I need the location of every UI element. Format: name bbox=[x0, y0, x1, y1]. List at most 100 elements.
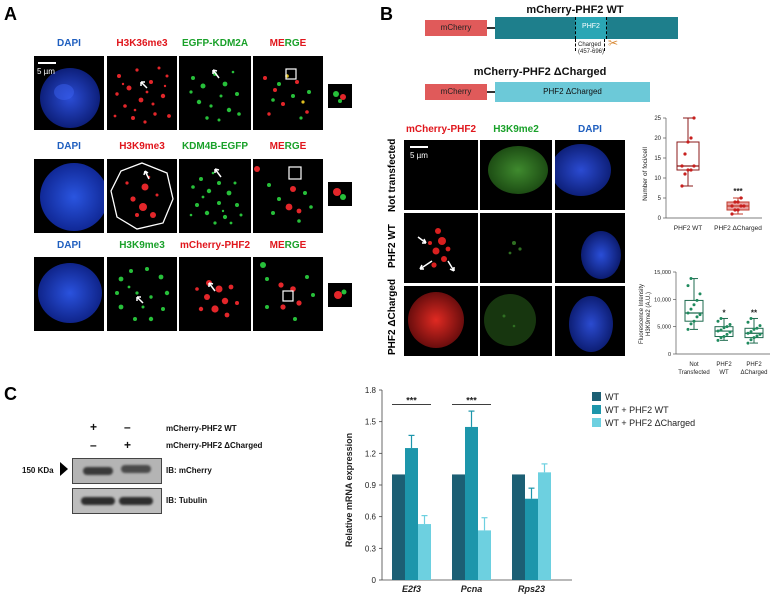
plot2-xlabel-1b: Transfected bbox=[678, 370, 709, 376]
legend-swatch bbox=[592, 405, 601, 414]
plot2-point bbox=[695, 315, 699, 319]
plot2-point bbox=[686, 284, 690, 288]
bar-sig: *** bbox=[406, 396, 417, 406]
plot2-point bbox=[695, 298, 699, 302]
box-plot-intensity: Fluorescence Intensity H3K9me2 (A.U.) 0 5… bbox=[639, 270, 770, 376]
a-r2-h4: MERGE bbox=[269, 141, 307, 152]
construct-wt-mcherry: mCherry bbox=[425, 20, 487, 36]
bar bbox=[418, 524, 431, 580]
plot1-ytick-label: 25 bbox=[654, 116, 661, 122]
b-r1-mcherry bbox=[404, 140, 478, 210]
plot1-point bbox=[730, 212, 734, 216]
a-r3-h2: H3K9me3 bbox=[119, 240, 165, 251]
plot1-point bbox=[739, 204, 743, 208]
plot2-point bbox=[755, 334, 759, 338]
wb-r1-minus: – bbox=[124, 420, 131, 434]
plot2-point bbox=[689, 322, 693, 326]
a-r3-h1: DAPI bbox=[57, 240, 81, 251]
construct-wt-linker bbox=[487, 27, 495, 29]
construct-wt-mcherry-label: mCherry bbox=[440, 23, 472, 32]
blot-tubulin-band-1 bbox=[81, 497, 115, 505]
blot-mcherry-band-2 bbox=[121, 465, 151, 473]
plot1-ytick-label: 20 bbox=[654, 136, 661, 142]
bar-ytick-label: 1.5 bbox=[365, 418, 377, 427]
a-r3-dapi bbox=[34, 257, 104, 331]
wb-marker: 150 KDa bbox=[22, 466, 54, 475]
plot1-point bbox=[733, 200, 737, 204]
plot2-point bbox=[692, 319, 696, 323]
a-r3-h3: mCherry-PHF2 bbox=[179, 240, 251, 251]
bar bbox=[405, 448, 418, 580]
a-r2-kdm4b bbox=[179, 159, 251, 233]
a-r1-h3k36 bbox=[107, 56, 177, 130]
panel-b-letter: B bbox=[380, 4, 393, 24]
plot1-point bbox=[683, 172, 687, 176]
plot2-point bbox=[746, 331, 750, 335]
a-r1-kdm2a bbox=[179, 56, 251, 130]
b-col-h2: H3K9me2 bbox=[493, 124, 539, 135]
bar-category-label: Pcna bbox=[461, 584, 483, 594]
plot1-point bbox=[683, 152, 687, 156]
plot2-ytick-label: 0 bbox=[668, 352, 671, 358]
construct-dc-linker bbox=[487, 91, 495, 93]
plot2-point bbox=[725, 325, 729, 329]
plot2-ytick-label: 10,000 bbox=[654, 297, 671, 303]
box-plot-foci: Number of foci/cell 0 5 10 15 20 25 *** PHF2 … bbox=[642, 116, 762, 232]
a-r1-dapi bbox=[34, 56, 104, 130]
a-scale-bar bbox=[38, 62, 56, 64]
wb-r2-minus: – bbox=[90, 438, 97, 452]
plot2-point bbox=[752, 327, 756, 331]
blot-mcherry-label: IB: mCherry bbox=[166, 466, 212, 475]
a-r1-h4: MERGE bbox=[269, 38, 307, 49]
bar-ytick-label: 1.2 bbox=[365, 449, 377, 458]
wb-r1-label: mCherry-PHF2 WT bbox=[166, 424, 237, 433]
b-r1-h3k9me2 bbox=[480, 140, 552, 210]
bar-ytick-label: 0.3 bbox=[365, 544, 377, 553]
a-r1-h2: H3K36me3 bbox=[116, 38, 168, 49]
b-r2-h3k9me2 bbox=[480, 213, 552, 283]
b-row-label-2: PHF2 WT bbox=[387, 224, 398, 268]
red-speckle-art bbox=[113, 66, 171, 124]
plot2-point bbox=[719, 336, 723, 340]
plot2-point bbox=[752, 336, 756, 340]
bar-ylabel: Relative mRNA expression bbox=[344, 433, 354, 547]
b-r3-h3k9me2 bbox=[480, 286, 552, 356]
legend-label: WT + PHF2 ΔCharged bbox=[605, 418, 695, 428]
bar bbox=[392, 474, 405, 580]
bar-sig: *** bbox=[466, 396, 477, 406]
plot2-point bbox=[689, 307, 693, 311]
plot2-point bbox=[716, 319, 720, 323]
bar-category-label: Rps23 bbox=[518, 584, 545, 594]
bar bbox=[478, 530, 491, 580]
bar bbox=[465, 426, 478, 580]
b-col-h1: mCherry-PHF2 bbox=[405, 124, 477, 135]
a-r2-h2: H3K9me3 bbox=[119, 141, 165, 152]
plot1-point bbox=[689, 168, 693, 172]
plot2-point bbox=[728, 330, 732, 334]
plot2-point bbox=[725, 332, 729, 336]
a-r1-merge bbox=[253, 56, 323, 130]
bar-chart-mrna: Relative mRNA expression 0 0.3 0.6 0.9 1.2 1.… bbox=[344, 386, 695, 594]
b-scale-text: 5 µm bbox=[410, 151, 428, 160]
marker-arrow-icon bbox=[60, 462, 68, 476]
plot1-point bbox=[733, 208, 737, 212]
bar bbox=[452, 474, 465, 580]
plot2-xlabel-3a: PHF2 bbox=[746, 362, 762, 368]
plot2-point bbox=[755, 326, 759, 330]
bar bbox=[512, 474, 525, 580]
plot2-point bbox=[686, 311, 690, 315]
wb-r1-plus: + bbox=[90, 420, 98, 434]
charged-dashline-right bbox=[604, 39, 605, 51]
plot2-ytick-label: 5,000 bbox=[657, 325, 671, 331]
panel-a-letter: A bbox=[4, 4, 17, 24]
a-r2-dapi bbox=[34, 159, 104, 233]
charged-label: Charged bbox=[578, 42, 602, 48]
plot2-point bbox=[692, 303, 696, 307]
bar-category-label: E2f3 bbox=[402, 584, 421, 594]
legend-swatch bbox=[592, 392, 601, 401]
plot1-point bbox=[736, 208, 740, 212]
plot2-ylabel-1: Fluorescence Intensity bbox=[639, 284, 645, 344]
charged-range: (457-696) bbox=[578, 49, 605, 55]
plot2-xlabel-1a: Not bbox=[689, 362, 699, 368]
plot2-ytick-label: 15,000 bbox=[654, 270, 671, 276]
